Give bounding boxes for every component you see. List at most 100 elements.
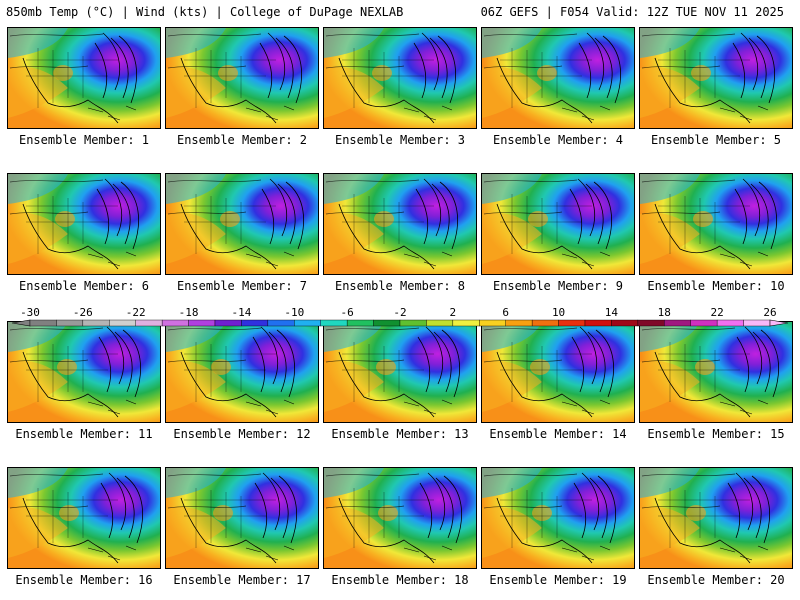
ensemble-member-caption: Ensemble Member: 9	[492, 279, 624, 293]
colorbar-swatch	[399, 319, 427, 327]
temperature-map-graphic	[324, 322, 476, 422]
ensemble-member-caption: Ensemble Member: 5	[650, 133, 782, 147]
colorbar-swatch	[373, 319, 401, 327]
temperature-map-graphic	[640, 28, 792, 128]
member-map-panel	[639, 467, 793, 569]
colorbar-tick-label: 22	[711, 306, 724, 319]
colorbar-swatch	[611, 319, 639, 327]
ensemble-member-caption: Ensemble Member: 7	[176, 279, 308, 293]
colorbar-swatch	[135, 319, 163, 327]
colorbar-swatch	[743, 319, 771, 327]
colorbar-tick-label: -6	[341, 306, 354, 319]
colorbar-swatch	[82, 319, 110, 327]
member-map-panel	[165, 321, 319, 423]
temperature-map-graphic	[640, 468, 792, 568]
member-map-panel	[323, 27, 477, 129]
ensemble-member-caption: Ensemble Member: 2	[176, 133, 308, 147]
temperature-map-graphic	[482, 468, 634, 568]
colorbar-swatch	[664, 319, 691, 327]
colorbar-swatch	[584, 319, 612, 327]
temperature-map-graphic	[482, 28, 634, 128]
ensemble-member-caption: Ensemble Member: 12	[173, 427, 311, 441]
colorbar-tick-label: -2	[393, 306, 406, 319]
ensemble-member-caption: Ensemble Member: 13	[331, 427, 469, 441]
member-map-panel	[639, 173, 793, 275]
temperature-map-graphic	[166, 28, 318, 128]
colorbar-swatch	[241, 319, 269, 327]
temperature-map-graphic	[482, 322, 634, 422]
member-map-panel	[165, 467, 319, 569]
colorbar-tick-label: -26	[73, 306, 93, 319]
colorbar-swatch	[452, 319, 480, 327]
member-map-panel	[7, 27, 161, 129]
colorbar-swatch	[558, 319, 586, 327]
ensemble-member-caption: Ensemble Member: 6	[18, 279, 150, 293]
temperature-map-graphic	[166, 174, 318, 274]
ensemble-member-caption: Ensemble Member: 18	[331, 573, 469, 587]
colorbar-swatch	[56, 319, 84, 327]
temperature-map-graphic	[8, 468, 160, 568]
member-map-panel	[165, 173, 319, 275]
ensemble-member-caption: Ensemble Member: 3	[334, 133, 466, 147]
temperature-map-graphic	[324, 174, 476, 274]
colorbar-tick-label: 26	[763, 306, 776, 319]
temperature-map-graphic	[482, 174, 634, 274]
colorbar-tick-label: 14	[605, 306, 619, 319]
colorbar-swatch	[479, 319, 506, 327]
product-title: 850mb Temp (°C) | Wind (kts) | College o…	[6, 5, 404, 19]
colorbar-swatch	[109, 319, 136, 327]
colorbar-swatch	[214, 319, 242, 327]
temperature-map-graphic	[324, 468, 476, 568]
colorbar-tick-label: -30	[20, 306, 40, 319]
ensemble-member-caption: Ensemble Member: 16	[15, 573, 153, 587]
member-map-panel	[481, 173, 635, 275]
member-map-panel	[7, 321, 161, 423]
temperature-map-graphic	[8, 322, 160, 422]
colorbar-swatch	[294, 319, 321, 327]
temperature-map-graphic	[640, 322, 792, 422]
ensemble-member-caption: Ensemble Member: 17	[173, 573, 311, 587]
member-map-panel	[7, 173, 161, 275]
member-map-panel	[165, 27, 319, 129]
colorbar-tick-label: 2	[450, 306, 457, 319]
colorbar-tick-label: -22	[126, 306, 146, 319]
ensemble-member-caption: Ensemble Member: 15	[647, 427, 785, 441]
model-run-valid-time: 06Z GEFS | F054 Valid: 12Z TUE NOV 11 20…	[480, 5, 784, 19]
member-map-panel	[323, 173, 477, 275]
colorbar-swatch	[426, 319, 454, 327]
member-map-panel	[323, 321, 477, 423]
ensemble-member-caption: Ensemble Member: 19	[489, 573, 627, 587]
temperature-map-graphic	[166, 468, 318, 568]
temperature-map-graphic	[166, 322, 318, 422]
member-map-panel	[7, 467, 161, 569]
colorbar-swatch	[716, 319, 744, 327]
temperature-map-graphic	[640, 174, 792, 274]
temperature-map-graphic	[324, 28, 476, 128]
ensemble-member-caption: Ensemble Member: 20	[647, 573, 785, 587]
ensemble-member-caption: Ensemble Member: 8	[334, 279, 466, 293]
colorbar-swatch	[637, 319, 665, 327]
colorbar-swatch	[346, 319, 374, 327]
colorbar-swatch	[690, 319, 718, 327]
colorbar-swatch	[267, 319, 295, 327]
colorbar-high-arrow	[769, 319, 789, 327]
colorbar-swatch	[531, 319, 559, 327]
temperature-colorbar: -30-26-22-18-14-10-6-2261014182226303438…	[11, 306, 789, 327]
colorbar-tick-label: -10	[284, 306, 304, 319]
colorbar-swatch	[29, 319, 57, 327]
member-map-panel	[481, 321, 635, 423]
colorbar-swatch	[188, 319, 216, 327]
colorbar-tick-label: 18	[658, 306, 671, 319]
temperature-map-graphic	[8, 28, 160, 128]
member-map-panel	[323, 467, 477, 569]
ensemble-member-caption: Ensemble Member: 4	[492, 133, 624, 147]
colorbar-tick-label: -14	[231, 306, 251, 319]
colorbar-low-arrow	[11, 319, 31, 327]
temperature-map-graphic	[8, 174, 160, 274]
ensemble-member-caption: Ensemble Member: 11	[15, 427, 153, 441]
colorbar-swatch	[161, 319, 189, 327]
member-map-panel	[481, 467, 635, 569]
ensemble-member-caption: Ensemble Member: 1	[18, 133, 150, 147]
colorbar-swatch	[320, 319, 348, 327]
colorbar-tick-label: 6	[502, 306, 509, 319]
